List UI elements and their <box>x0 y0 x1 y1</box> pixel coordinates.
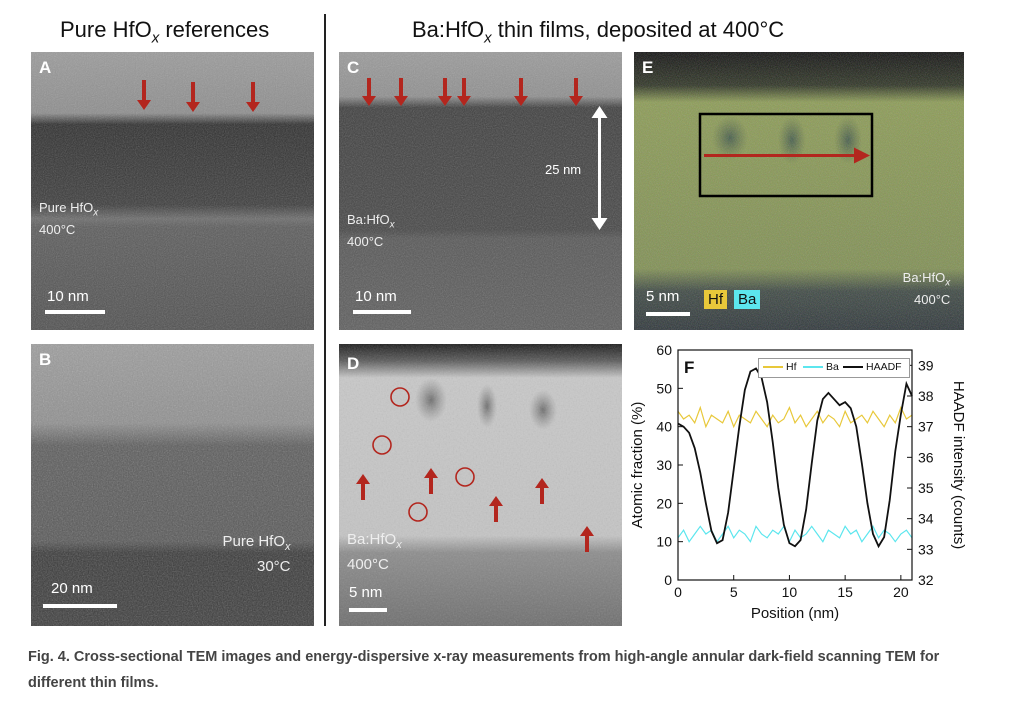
panel-e-scale-label: 5 nm <box>646 288 680 305</box>
y-right-tick-label: 37 <box>918 419 934 435</box>
legend-haadf-swatch <box>843 366 863 368</box>
series-haadf-line <box>677 367 913 549</box>
legend-hf-swatch <box>763 366 783 368</box>
left-heading-tail: references <box>159 17 270 42</box>
x-tick-label: 20 <box>893 584 909 600</box>
panel-c-tem-image: 25 nm C Ba:HfOx 400°C 10 nm <box>339 52 622 330</box>
line-scan-box <box>698 112 874 198</box>
y-right-tick-label: 34 <box>918 511 934 527</box>
panel-b-sample-label: Pure HfOx 30°C <box>217 532 291 576</box>
y-left-tick-label: 30 <box>656 457 672 473</box>
y-left-tick-label: 20 <box>656 495 672 511</box>
panel-a-arrows <box>137 80 260 112</box>
panel-b-tem-image: B Pure HfOx 30°C 20 nm <box>31 344 314 626</box>
panel-d-markers <box>356 387 594 552</box>
panel-a-sample-label: Pure HfOx 400°C <box>39 200 98 238</box>
panel-c-arrows <box>362 78 608 230</box>
thickness-double-arrow <box>591 106 608 230</box>
panel-b-scale-bar <box>43 604 117 608</box>
panel-d-scale-label: 5 nm <box>349 584 383 601</box>
panel-f-legend: Hf Ba HAADF <box>758 358 910 378</box>
y-right-tick-label: 35 <box>918 480 934 496</box>
panel-c-sample-sub: x <box>389 219 395 231</box>
left-heading-sub: x <box>151 29 160 47</box>
legend-hf-label: Hf <box>786 361 797 373</box>
panel-b-letter: B <box>39 350 52 369</box>
line-scan-arrow <box>704 147 870 164</box>
panel-d-sample-label: Ba:HfOx 400°C <box>347 530 402 574</box>
y-right-tick-label: 33 <box>918 541 934 557</box>
right-column-heading: Ba:HfOx thin films, deposited at 400°C <box>412 17 784 46</box>
panel-c-thickness-label: 25 nm <box>545 162 582 177</box>
y-left-tick-label: 40 <box>656 419 672 435</box>
panel-e-sample-sub: x <box>945 277 951 289</box>
figure-number: Fig. 4. <box>28 649 70 665</box>
panel-b-scale-label: 20 nm <box>51 580 93 597</box>
column-divider <box>324 14 326 626</box>
panel-c-sample: Ba:HfO <box>347 212 390 227</box>
y-left-axis-label: Atomic fraction (%) <box>629 402 646 529</box>
panel-a-sample-sub: x <box>93 207 99 219</box>
panel-b-sample: Pure HfO <box>222 533 286 550</box>
right-heading-text: Ba:HfO <box>412 17 485 42</box>
legend-ba-swatch <box>803 366 823 368</box>
x-tick-label: 15 <box>837 584 853 600</box>
x-axis-label: Position (nm) <box>751 605 839 622</box>
y-right-tick-label: 39 <box>918 357 934 373</box>
right-heading-sub: x <box>484 29 492 47</box>
left-heading-text: Pure HfO <box>60 17 152 42</box>
panel-d-sample-sub: x <box>396 539 402 551</box>
panel-d-letter: D <box>347 354 360 373</box>
y-right-tick-label: 38 <box>918 388 934 404</box>
panel-e-scale-bar <box>646 312 690 316</box>
panel-f-line-scan-chart: 0 5 10 15 20 0 10 20 30 40 50 60 32 33 34 35 36 37 38 39 Pos… <box>629 342 967 622</box>
y-left-tick-label: 10 <box>656 534 672 550</box>
x-tick-label: 5 <box>730 584 738 600</box>
panel-d-temp: 400°C <box>347 556 389 573</box>
panel-a-temp: 400°C <box>39 221 76 237</box>
panel-e-sample: Ba:HfO <box>902 270 946 285</box>
y-left-tick-label: 60 <box>656 342 672 358</box>
panel-e-eds-map: E Ba:HfOx 400°C 5 nm Hf Ba <box>634 52 964 330</box>
y-left-tick-label: 50 <box>656 380 672 396</box>
panel-e-hf-chip: Hf <box>704 290 727 309</box>
legend-ba-label: Ba <box>826 361 839 373</box>
panel-d-haadf-image: D Ba:HfOx 400°C 5 nm <box>339 344 622 626</box>
panel-f-letter: F <box>684 358 695 377</box>
panel-c-sample-label: Ba:HfOx 400°C <box>347 212 395 250</box>
y-left-tick-label: 0 <box>664 572 672 588</box>
panel-a-tem-image: A Pure HfOx 400°C 10 nm <box>31 52 314 330</box>
y-right-axis-label: HAADF intensity (counts) <box>950 381 967 549</box>
panel-c-letter: C <box>347 58 360 77</box>
y-right-tick-label: 32 <box>918 572 934 588</box>
panel-c-scale-bar <box>353 310 411 314</box>
right-heading-tail: thin films, deposited at 400°C <box>491 17 785 42</box>
panel-e-letter: E <box>642 58 654 77</box>
panel-a-sample: Pure HfO <box>39 200 94 215</box>
panel-e-ba-chip: Ba <box>734 290 761 309</box>
panel-b-temp: 30°C <box>257 558 291 575</box>
figure-caption: Fig. 4. Cross-sectional TEM images and e… <box>28 644 988 696</box>
y-right-tick-label: 36 <box>918 449 934 465</box>
x-tick-label: 0 <box>674 584 682 600</box>
x-tick-label: 10 <box>782 584 798 600</box>
panel-c-temp: 400°C <box>347 233 384 249</box>
panel-c-scale-label: 10 nm <box>355 288 397 305</box>
left-column-heading: Pure HfOx references <box>60 17 269 46</box>
panel-d-scale-bar <box>349 608 387 612</box>
caption-text: Cross-sectional TEM images and energy-di… <box>28 649 940 691</box>
panel-e-temp: 400°C <box>914 291 951 307</box>
panel-e-sample-label: Ba:HfOx 400°C <box>900 270 951 308</box>
panel-a-letter: A <box>39 58 52 77</box>
panel-a-scale-label: 10 nm <box>47 288 89 305</box>
panel-b-sample-sub: x <box>285 541 291 553</box>
panel-a-scale-bar <box>45 310 105 314</box>
panel-d-sample: Ba:HfO <box>347 531 397 548</box>
series-hf-line <box>677 405 913 429</box>
legend-haadf-label: HAADF <box>866 361 902 373</box>
